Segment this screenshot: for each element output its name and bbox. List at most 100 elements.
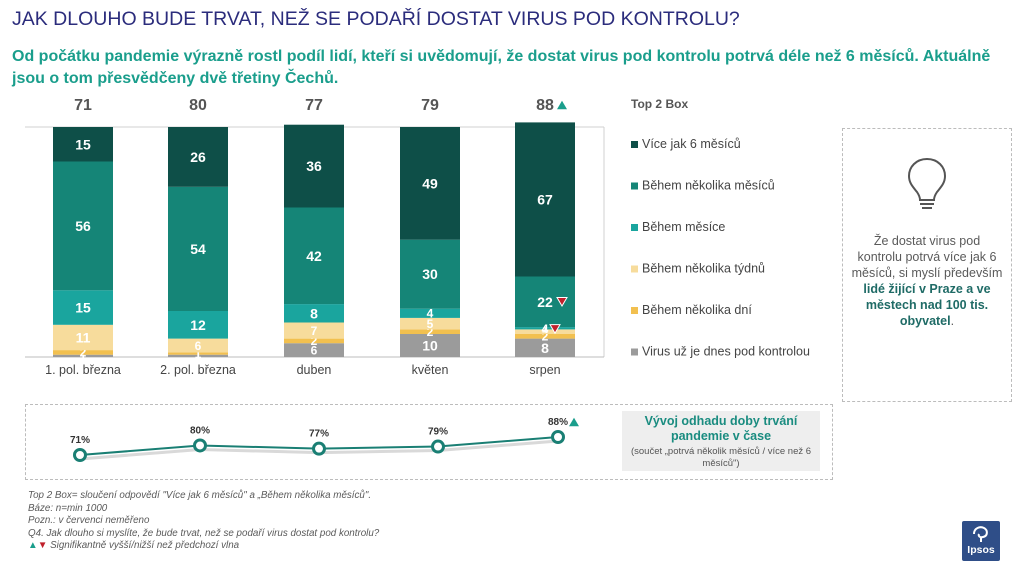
bar-value-label: 12 <box>190 317 206 333</box>
bar-segment <box>168 127 228 187</box>
bar-value-label: 11 <box>76 329 91 345</box>
insight-text-bold: lidé žijící v Praze a ve městech nad 100… <box>863 282 991 328</box>
bar-value-label: 2 <box>542 330 549 344</box>
up-triangle-icon <box>557 100 567 110</box>
down-triangle-icon: ▼ <box>37 540 48 551</box>
page-subtitle: Od počátku pandemie výrazně rostl podíl … <box>12 48 991 87</box>
trend-value-label: 80% <box>190 425 210 436</box>
bar-value-label: 4 <box>427 307 434 321</box>
up-triangle-icon: ▲ <box>28 540 38 551</box>
insight-text-normal: Že dostat virus pod kontrolu potrvá více… <box>851 234 1003 280</box>
insight-box: Že dostat virus pod kontrolu potrvá více… <box>842 128 1012 402</box>
up-triangle-icon <box>569 417 579 427</box>
trend-subtitle: (součet „potrvá několik měsíců / více ne… <box>630 446 812 469</box>
trend-value-label: 71% <box>70 435 90 446</box>
insight-text: Že dostat virus pod kontrolu potrvá více… <box>851 233 1003 329</box>
footnotes: Top 2 Box= sloučení odpovědí "Více jak 6… <box>28 490 379 553</box>
legend-swatch <box>631 265 638 273</box>
legend-label: Během měsíce <box>642 220 725 234</box>
bar-segment <box>168 352 228 355</box>
bar-value-label: 6 <box>311 343 318 357</box>
legend-label: Virus už je dnes pod kontrolou <box>642 345 810 359</box>
bar-value-label: 49 <box>422 175 438 191</box>
x-tick-label: 1. pol. března <box>45 363 121 377</box>
bar-segment <box>168 186 228 311</box>
bar-value-label: 54 <box>190 241 206 257</box>
bar-segment <box>515 329 575 334</box>
trend-value-label: 88% <box>548 417 568 428</box>
footnote-significance: ▲▼ Signifikantně vyšší/nižší než předcho… <box>28 540 379 553</box>
bar-segment <box>53 354 113 357</box>
bar-value-label: 42 <box>306 248 322 264</box>
trend-value-label: 77% <box>309 429 329 440</box>
top2box-value: 80 <box>189 97 207 114</box>
top2box-value: 88 <box>536 97 554 114</box>
bar-segment <box>284 322 344 339</box>
trend-point <box>431 439 445 454</box>
trend-point <box>551 430 565 444</box>
legend-swatch <box>631 348 638 356</box>
bar-value-label: 1 <box>195 347 202 361</box>
down-triangle-icon <box>549 324 561 335</box>
legend-label: Během několika týdnů <box>642 262 765 276</box>
bar-segment <box>53 290 113 325</box>
bar-value-label: 22 <box>537 294 553 310</box>
bar-segment <box>284 338 344 344</box>
bar-value-label: 15 <box>75 300 91 316</box>
down-triangle-icon <box>556 297 568 308</box>
page-title: JAK DLOUHO BUDE TRVAT, NEŽ SE PODAŘÍ DOS… <box>12 8 740 30</box>
bar-value-label: 4 <box>542 322 549 336</box>
trend-title: Vývoj odhadu doby trvání pandemie v čase <box>644 414 798 443</box>
footnote-top2box: Top 2 Box= sloučení odpovědí "Více jak 6… <box>28 490 372 501</box>
footnote-note: Pozn.: v červenci neměřeno <box>28 515 150 526</box>
x-tick-label: květen <box>412 363 449 377</box>
top2box-value: 79 <box>421 97 439 114</box>
footnote-significance-text: Signifikantně vyšší/nižší než předchozí … <box>50 540 240 551</box>
bar-segment <box>168 338 228 353</box>
bar-value-label: 1 <box>542 322 549 336</box>
bar-segment <box>284 343 344 357</box>
bar-segment <box>53 161 113 291</box>
bar-value-label: 2 <box>427 325 434 339</box>
bar-value-label: 8 <box>310 305 318 321</box>
top2box-value: 77 <box>305 97 323 114</box>
bar-segment <box>400 239 460 309</box>
legend-label: Během několika měsíců <box>642 179 775 193</box>
bar-value-label: 26 <box>190 149 206 165</box>
x-tick-label: duben <box>297 363 332 377</box>
bar-segment <box>168 354 228 357</box>
bar-value-label: 1 <box>195 349 202 363</box>
lightbulb-icon <box>907 157 947 209</box>
bar-segment <box>400 127 460 240</box>
bar-segment <box>515 334 575 339</box>
bar-segment <box>400 308 460 318</box>
x-tick-label: srpen <box>529 363 560 377</box>
bar-value-label: 6 <box>195 339 202 353</box>
bar-value-label: 67 <box>537 191 553 207</box>
trend-value-label: 79% <box>428 427 448 438</box>
bar-value-label: 8 <box>541 340 549 356</box>
bar-value-label: 36 <box>306 158 322 174</box>
logo-swirl-icon <box>973 526 988 542</box>
bar-value-label: 56 <box>75 218 91 234</box>
bar-segment <box>168 311 228 339</box>
legend-swatch <box>631 307 638 314</box>
footnote-base: Báze: n=min 1000 <box>28 502 108 514</box>
trend-point <box>73 448 87 462</box>
bar-segment <box>515 122 575 277</box>
bar-segment <box>515 327 575 330</box>
legend-swatch <box>631 182 638 190</box>
legend-swatch <box>631 141 638 148</box>
bar-value-label: 2 <box>311 334 318 348</box>
footnote-question: Q4. Jak dlouho si myslíte, že bude trvat… <box>28 527 380 539</box>
bar-segment <box>400 317 460 330</box>
top2box-value: 71 <box>74 97 92 114</box>
bar-segment <box>53 350 113 355</box>
legend-title: Top 2 Box <box>631 97 688 111</box>
bar-value-label: 1 <box>80 349 87 363</box>
bar-value-label: 2 <box>80 346 87 360</box>
bar-segment <box>284 207 344 305</box>
bar-value-label: 10 <box>422 338 438 354</box>
bar-value-label: 30 <box>422 266 438 282</box>
